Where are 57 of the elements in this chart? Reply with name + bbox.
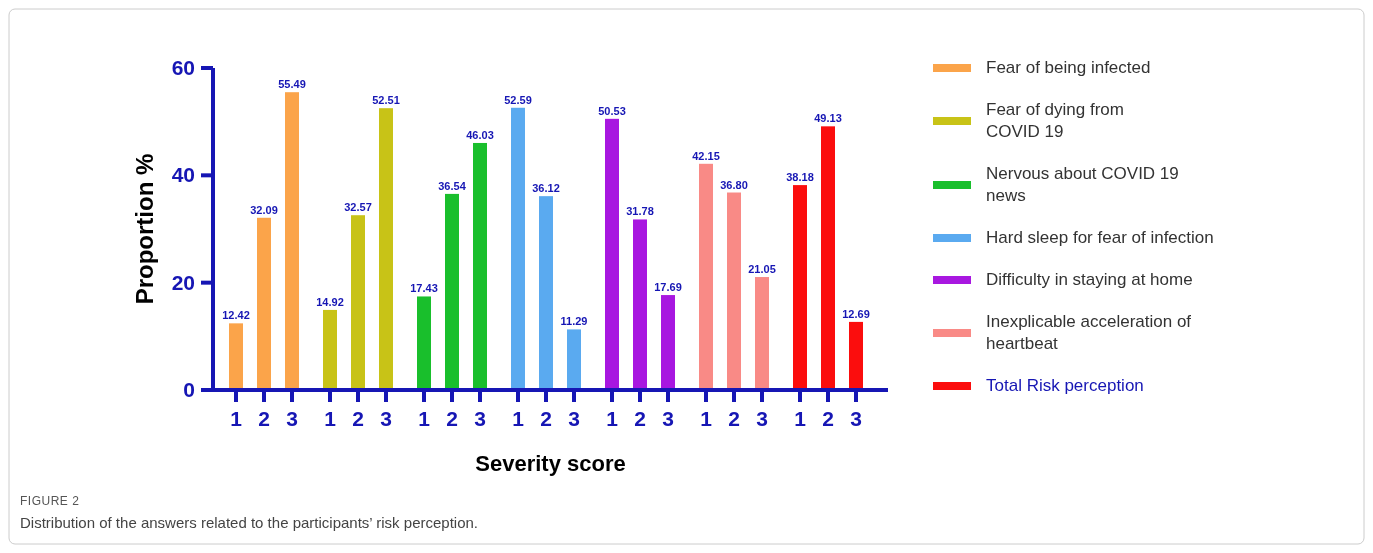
legend-label: Nervous about COVID 19 news <box>986 164 1179 205</box>
x-tick-label: 1 <box>418 407 431 430</box>
data-label: 14.92 <box>316 295 344 308</box>
data-label: 12.69 <box>842 307 870 320</box>
x-tick-label: 1 <box>512 407 525 430</box>
legend-label: Fear of dying from COVID 19 <box>986 100 1124 141</box>
data-label: 36.12 <box>532 182 560 195</box>
y-tick-label: 0 <box>183 378 195 401</box>
data-label: 46.03 <box>466 128 494 141</box>
data-label: 49.13 <box>814 112 842 125</box>
x-tick-label: 2 <box>540 407 552 430</box>
data-label: 38.18 <box>786 171 814 184</box>
x-tick-label: 1 <box>606 407 619 430</box>
data-label: 21.05 <box>748 263 776 276</box>
data-label: 36.80 <box>720 178 748 191</box>
legend-label: Difficulty in staying at home <box>986 270 1193 289</box>
data-label: 17.43 <box>410 282 438 295</box>
x-tick-label: 2 <box>446 407 458 430</box>
data-label: 32.57 <box>344 201 372 214</box>
x-tick-label: 3 <box>850 407 862 430</box>
y-tick-label: 40 <box>171 163 195 187</box>
x-tick-label: 2 <box>822 407 834 430</box>
data-label: 11.29 <box>560 315 588 328</box>
y-tick-label: 60 <box>171 56 195 79</box>
data-label: 36.54 <box>438 179 467 192</box>
x-axis-title: Severity score <box>475 451 626 476</box>
data-label: 32.09 <box>250 203 278 216</box>
data-label: 17.69 <box>654 281 682 294</box>
x-tick-label: 3 <box>474 407 486 430</box>
data-label: 12.42 <box>222 309 250 322</box>
y-tick-label: 20 <box>171 270 195 294</box>
x-tick-label: 2 <box>352 407 364 430</box>
data-label: 55.49 <box>278 78 306 91</box>
legend-label: Fear of being infected <box>986 58 1151 77</box>
legend-label: Inexplicable acceleration of heartbeat <box>986 312 1192 353</box>
data-label: 50.53 <box>598 104 626 117</box>
legend-label: Total Risk perception <box>986 376 1144 395</box>
y-axis-title: Proportion % <box>131 153 158 305</box>
x-tick-label: 3 <box>286 407 298 430</box>
data-label: 52.59 <box>504 93 532 106</box>
x-tick-label: 1 <box>230 407 243 430</box>
x-tick-label: 3 <box>662 407 674 430</box>
x-tick-label: 3 <box>756 407 768 430</box>
caption: FIGURE 2 <box>20 494 80 508</box>
x-tick-label: 3 <box>380 407 392 430</box>
text: Distribution of the answers related to the participants’ risk perception. <box>20 514 479 531</box>
data-label: 42.15 <box>692 149 720 162</box>
x-tick-label: 2 <box>728 407 740 430</box>
x-tick-label: 1 <box>794 407 807 430</box>
x-tick-label: 2 <box>258 407 270 430</box>
x-tick-label: 1 <box>700 407 713 430</box>
data-label: 52.51 <box>372 94 400 107</box>
x-tick-label: 2 <box>634 407 646 430</box>
x-tick-label: 3 <box>568 407 580 430</box>
x-tick-label: 1 <box>324 407 337 430</box>
legend-label: Hard sleep for fear of infection <box>986 228 1214 247</box>
data-label: 31.78 <box>626 205 654 218</box>
